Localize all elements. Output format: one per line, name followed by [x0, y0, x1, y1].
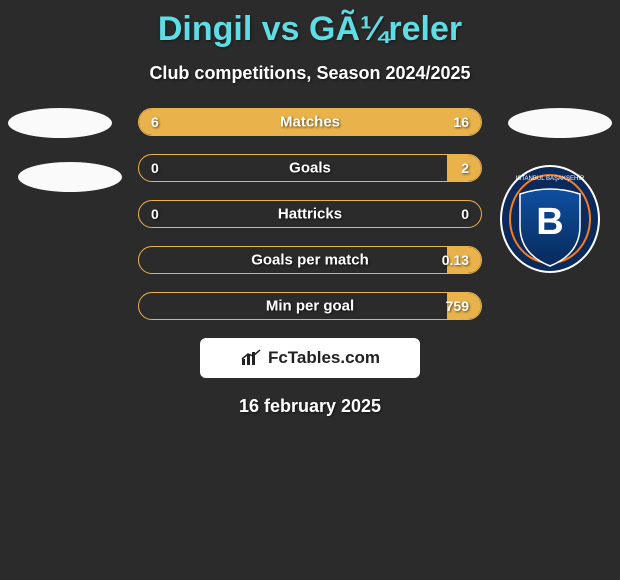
date: 16 february 2025 — [0, 396, 620, 417]
value-right: 0.13 — [442, 252, 469, 268]
page-title: Dingil vs GÃ¼reler — [0, 0, 620, 49]
comparison-panel: B ISTANBUL BAŞAKŞEHİR 6Matches160Goals20… — [0, 108, 620, 417]
value-right: 759 — [446, 298, 469, 314]
stat-row: 0Hattricks0 — [138, 200, 482, 228]
chart-icon — [240, 349, 262, 367]
value-right: 16 — [453, 114, 469, 130]
stat-label: Min per goal — [139, 298, 481, 315]
club-right-badge: B ISTANBUL BAŞAKŞEHİR — [500, 164, 600, 274]
value-right: 2 — [461, 160, 469, 176]
svg-text:B: B — [536, 201, 563, 243]
stat-rows: 6Matches160Goals20Hattricks0Goals per ma… — [138, 108, 482, 320]
stat-label: Goals per match — [139, 252, 481, 269]
value-right: 0 — [461, 206, 469, 222]
stat-row: Goals per match0.13 — [138, 246, 482, 274]
brand-badge[interactable]: FcTables.com — [200, 338, 420, 378]
subtitle: Club competitions, Season 2024/2025 — [0, 63, 620, 84]
stat-row: 6Matches16 — [138, 108, 482, 136]
club-left-avatar — [18, 162, 122, 192]
svg-text:ISTANBUL BAŞAKŞEHİR: ISTANBUL BAŞAKŞEHİR — [516, 175, 585, 182]
stat-row: 0Goals2 — [138, 154, 482, 182]
player-left-avatar — [8, 108, 112, 138]
player-right-avatar — [508, 108, 612, 138]
stat-label: Hattricks — [139, 206, 481, 223]
brand-label: FcTables.com — [268, 348, 380, 368]
stat-row: Min per goal759 — [138, 292, 482, 320]
stat-label: Matches — [139, 114, 481, 131]
stat-label: Goals — [139, 160, 481, 177]
